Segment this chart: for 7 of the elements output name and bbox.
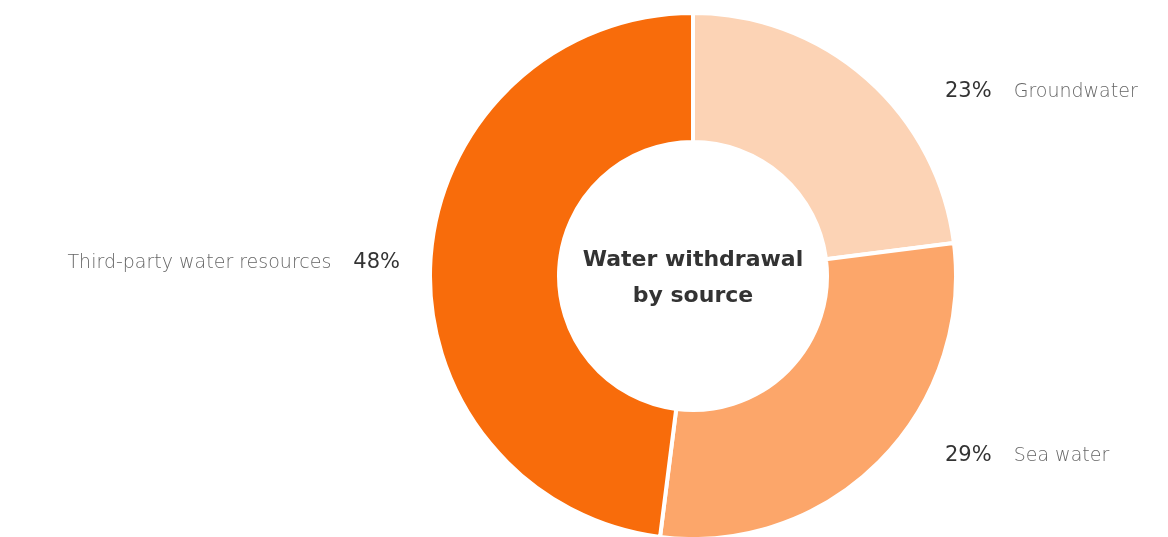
data-label: 29% [945,441,992,466]
data-label: 48% [353,249,400,274]
slice-label: Groundwater [1013,78,1138,101]
data-label: 23% [945,77,992,102]
text: Water withdrawal by source [582,246,804,307]
slice-label: Third-party water resources [67,250,332,273]
slice-label: Sea water [1013,442,1110,465]
